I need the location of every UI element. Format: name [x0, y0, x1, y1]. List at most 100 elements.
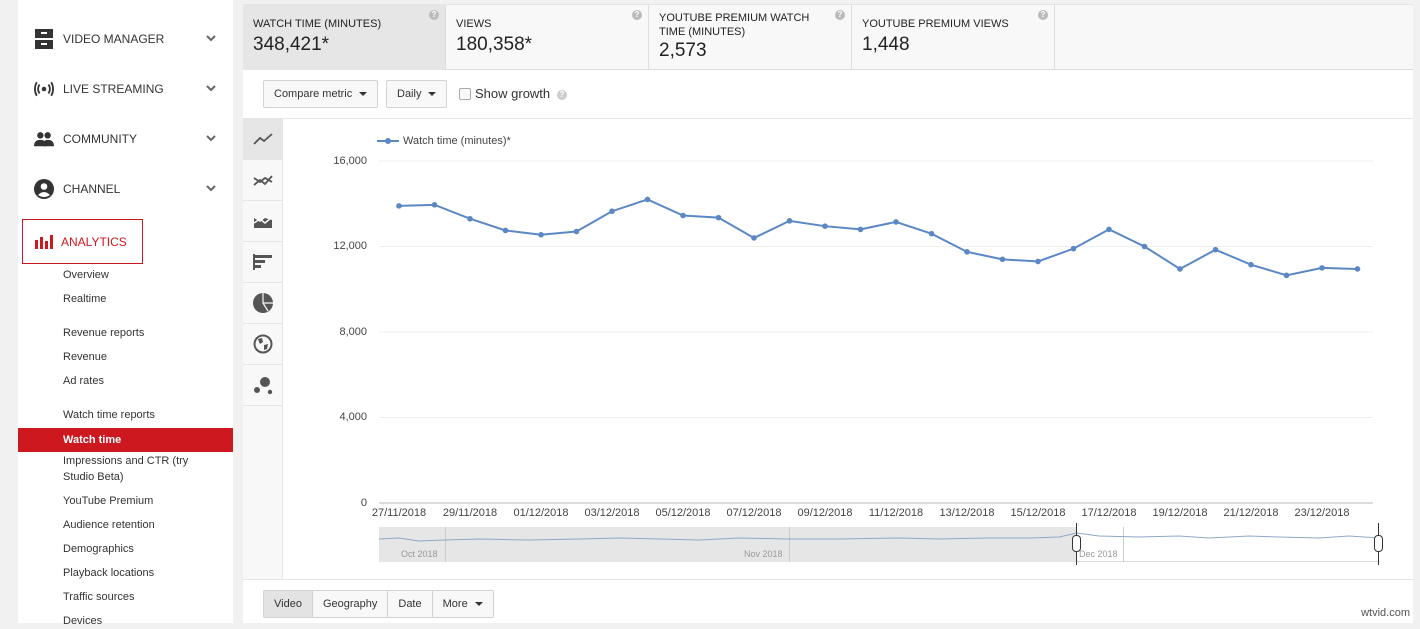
x-tick: 23/12/2018	[1282, 507, 1362, 519]
data-point[interactable]	[822, 223, 828, 229]
nav-channel[interactable]: CHANNEL	[18, 164, 233, 214]
analytics-bars-icon	[35, 235, 53, 249]
sidebar-item-impressions-ctr[interactable]: Impressions and CTR (try Studio Beta)	[18, 453, 233, 485]
metric-value: 348,421*	[253, 34, 435, 56]
sidebar-item-traffic-sources[interactable]: Traffic sources	[18, 589, 233, 605]
sidebar-item-playback-locations[interactable]: Playback locations	[18, 565, 233, 581]
data-point[interactable]	[893, 219, 899, 225]
sidebar-item-audience-retention[interactable]: Audience retention	[18, 517, 233, 533]
sidebar-item-ad-rates[interactable]: Ad rates	[18, 373, 233, 389]
sidebar-item-realtime[interactable]: Realtime	[18, 291, 233, 307]
compare-metric-label: Compare metric	[274, 88, 352, 100]
data-point[interactable]	[964, 249, 970, 255]
metric-premium-views[interactable]: YOUTUBE PREMIUM VIEWS 1,448 ?	[852, 5, 1055, 70]
data-point[interactable]	[787, 218, 793, 224]
nav-community[interactable]: COMMUNITY	[18, 114, 233, 164]
world-map-icon[interactable]	[243, 324, 282, 365]
data-point[interactable]	[1071, 246, 1077, 252]
data-point[interactable]	[1284, 273, 1290, 279]
chevron-down-icon[interactable]	[205, 132, 217, 144]
nav-live-streaming[interactable]: LIVE STREAMING	[18, 64, 233, 114]
data-point[interactable]	[467, 216, 473, 222]
data-point[interactable]	[645, 197, 651, 203]
chevron-down-icon[interactable]	[205, 82, 217, 94]
multi-line-chart-icon[interactable]	[243, 160, 282, 201]
nav-video-manager[interactable]: VIDEO MANAGER	[18, 14, 233, 64]
data-point[interactable]	[538, 232, 544, 238]
data-point[interactable]	[1000, 257, 1006, 263]
metric-views[interactable]: VIEWS 180,358* ?	[446, 5, 649, 70]
sidebar-item-overview[interactable]: Overview	[18, 267, 233, 283]
data-point[interactable]	[432, 202, 438, 208]
video-manager-icon	[34, 29, 54, 49]
data-point[interactable]	[609, 208, 615, 214]
sidebar-item-revenue-reports[interactable]: Revenue reports	[18, 325, 233, 341]
data-point[interactable]	[1177, 266, 1183, 272]
show-growth-label[interactable]: Show growth	[475, 86, 550, 101]
pie-chart-icon[interactable]	[243, 283, 282, 324]
dimension-tabs: Video Geography Date More	[263, 590, 494, 618]
chevron-down-icon[interactable]	[205, 182, 217, 194]
x-tick: 03/12/2018	[572, 507, 652, 519]
chevron-down-icon[interactable]	[205, 32, 217, 44]
tab-date[interactable]: Date	[388, 591, 432, 617]
sidebar-item-watch-time[interactable]: Watch time	[18, 428, 233, 452]
bubble-chart-icon[interactable]	[243, 365, 282, 406]
main-panel: WATCH TIME (MINUTES) 348,421* ? VIEWS 18…	[243, 4, 1413, 623]
range-navigator[interactable]: Oct 2018 Nov 2018 Dec 2018	[379, 527, 1379, 562]
help-icon[interactable]: ?	[1038, 10, 1048, 20]
metric-watch-time[interactable]: WATCH TIME (MINUTES) 348,421* ?	[243, 5, 446, 70]
channel-icon	[34, 179, 54, 199]
navigator-left-handle[interactable]	[1072, 535, 1081, 552]
tab-geography[interactable]: Geography	[313, 591, 388, 617]
show-growth-checkbox[interactable]	[459, 88, 471, 100]
data-point[interactable]	[680, 213, 686, 219]
metric-label: WATCH TIME (MINUTES)	[253, 17, 435, 31]
sidebar-item-revenue[interactable]: Revenue	[18, 349, 233, 365]
x-tick: 05/12/2018	[643, 507, 723, 519]
x-tick: 15/12/2018	[998, 507, 1078, 519]
data-point[interactable]	[716, 215, 722, 221]
navigator-right-handle[interactable]	[1374, 535, 1383, 552]
data-point[interactable]	[503, 228, 509, 234]
line-chart-icon[interactable]	[243, 119, 282, 160]
data-point[interactable]	[1248, 262, 1254, 268]
bar-chart-icon[interactable]	[243, 242, 282, 283]
x-tick: 13/12/2018	[927, 507, 1007, 519]
data-point[interactable]	[929, 231, 935, 237]
stacked-area-chart-icon[interactable]	[243, 201, 282, 242]
metric-value: 1,448	[862, 34, 1044, 56]
data-point[interactable]	[396, 203, 402, 209]
metric-value: 2,573	[659, 40, 841, 62]
tab-video[interactable]: Video	[264, 591, 313, 617]
sidebar-item-demographics[interactable]: Demographics	[18, 541, 233, 557]
tab-label: Date	[398, 598, 421, 610]
watermark: wtvid.com	[1361, 607, 1410, 619]
interval-dropdown[interactable]: Daily	[386, 80, 447, 108]
data-point[interactable]	[1213, 247, 1219, 253]
sidebar-item-youtube-premium[interactable]: YouTube Premium	[18, 493, 233, 509]
help-icon[interactable]: ?	[557, 90, 567, 100]
metric-cards: WATCH TIME (MINUTES) 348,421* ? VIEWS 18…	[243, 4, 1413, 70]
data-point[interactable]	[1355, 266, 1361, 272]
help-icon[interactable]: ?	[632, 10, 642, 20]
x-tick: 21/12/2018	[1211, 507, 1291, 519]
data-point[interactable]	[1319, 265, 1325, 271]
compare-metric-dropdown[interactable]: Compare metric	[263, 80, 378, 108]
data-point[interactable]	[1106, 227, 1112, 233]
metric-premium-watch-time[interactable]: YOUTUBE PREMIUM WATCH TIME (MINUTES) 2,5…	[649, 5, 852, 70]
help-icon[interactable]: ?	[835, 10, 845, 20]
sidebar-item-devices[interactable]: Devices	[18, 613, 233, 629]
nav-analytics[interactable]: ANALYTICS	[22, 219, 143, 264]
data-point[interactable]	[1142, 244, 1148, 250]
data-point[interactable]	[574, 229, 580, 235]
tab-more[interactable]: More	[433, 591, 493, 617]
data-point[interactable]	[1035, 259, 1041, 265]
data-point[interactable]	[858, 227, 864, 233]
metric-label: YOUTUBE PREMIUM VIEWS	[862, 17, 1044, 31]
sidebar-item-watch-time-reports[interactable]: Watch time reports	[18, 407, 233, 423]
data-point[interactable]	[751, 235, 757, 241]
page-scrollbar[interactable]	[1413, 0, 1420, 623]
help-icon[interactable]: ?	[429, 10, 439, 20]
caret-down-icon	[359, 92, 367, 96]
